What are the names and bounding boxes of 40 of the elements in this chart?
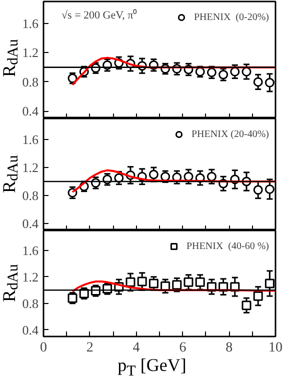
x-tick-label: 0 <box>40 340 47 356</box>
y-tick-label: 0.8 <box>22 74 38 90</box>
point <box>148 278 158 288</box>
point <box>184 172 194 182</box>
point <box>172 280 182 290</box>
point <box>137 276 147 286</box>
point <box>253 77 263 87</box>
y-tick-label: 0.4 <box>22 104 39 119</box>
point <box>148 170 158 180</box>
point <box>206 172 216 182</box>
y-tick-label: 0.4 <box>22 216 39 231</box>
x-axis-title: p$_{T}$ [GeV] <box>118 355 186 378</box>
point <box>264 78 274 88</box>
point <box>253 185 263 195</box>
legend-label: PHENIX (40-60 %) <box>186 240 269 252</box>
y-tick-label: 0.4 <box>22 322 39 338</box>
y-tick-label: 0.8 <box>22 188 38 203</box>
legend-label: PHENIX (0-20%) <box>194 12 269 22</box>
point <box>242 300 252 310</box>
y-tick-label: 1.2 <box>22 160 38 175</box>
point <box>195 277 205 287</box>
y-tick-label: 1.2 <box>22 269 38 284</box>
point <box>126 277 136 287</box>
x-tick-label: 10 <box>268 340 282 356</box>
point <box>264 278 274 288</box>
x-tick-label: 4 <box>132 340 140 356</box>
legend-label: PHENIX (20-40%) <box>192 128 269 140</box>
y-tick-label: 0.8 <box>22 296 38 311</box>
point <box>206 68 216 78</box>
annotation: √s = 200 GeV, π⁰ <box>62 8 138 22</box>
y-tick-label: 1.6 <box>22 16 39 31</box>
y-tick-label: 1.2 <box>22 45 38 60</box>
point <box>253 291 263 301</box>
point <box>264 184 274 194</box>
y-tick-label: 1.6 <box>22 242 39 258</box>
x-tick-label: 6 <box>179 340 186 356</box>
y-tick-label: 1.6 <box>22 132 39 147</box>
x-tick-label: 8 <box>226 340 233 356</box>
point <box>184 277 194 287</box>
x-tick-label: 2 <box>86 340 94 356</box>
